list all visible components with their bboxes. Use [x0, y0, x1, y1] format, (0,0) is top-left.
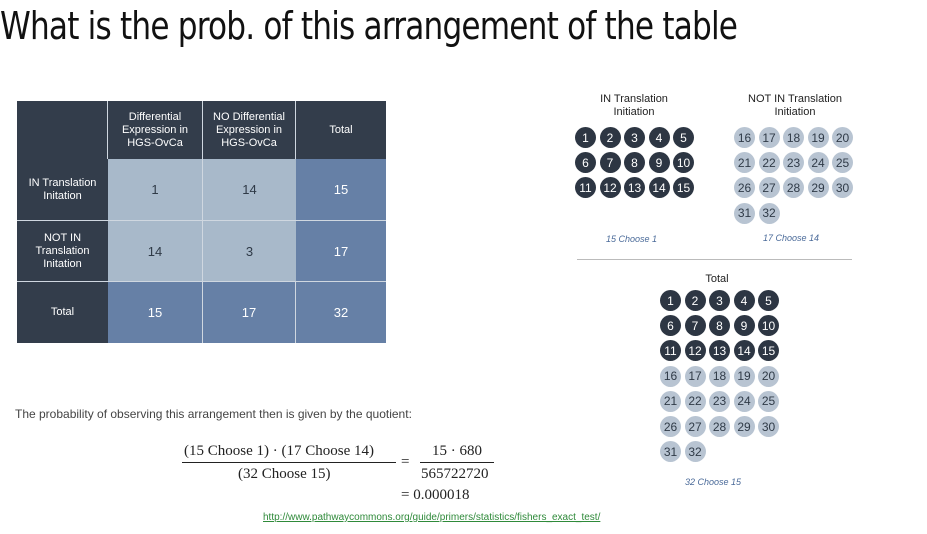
- in-group-ball-10: 10: [673, 152, 694, 174]
- total-group-ball-15: 15: [758, 340, 779, 362]
- not-in-group-ball-22: 22: [758, 152, 780, 174]
- cell-total-diff: 15: [108, 282, 203, 343]
- total-group-ball-26: 26: [660, 416, 681, 437]
- in-group-ball-5: 5: [673, 127, 694, 148]
- in-group-ball-13: 13: [624, 177, 645, 199]
- contingency-table: Differential Expression in HGS-OvCa NO D…: [17, 101, 386, 343]
- not-in-caption: 17 Choose 14: [763, 233, 820, 243]
- total-group-ball-16: 16: [660, 365, 681, 387]
- total-group-ball-30: 30: [758, 416, 779, 437]
- not-in-group-ball-28: 28: [783, 177, 804, 199]
- total-group-ball-21: 21: [660, 390, 681, 412]
- not-in-group-ball-17: 17: [758, 127, 780, 148]
- in-group-ball-4: 4: [648, 127, 670, 148]
- cell-total-nodiff: 17: [203, 282, 296, 343]
- row-label-not-in: NOT IN Translation Initation: [17, 221, 108, 282]
- not-in-group-ball-23: 23: [783, 152, 804, 174]
- in-group-ball-2: 2: [599, 127, 621, 148]
- row-label-in: IN Translation Initation: [17, 159, 108, 221]
- total-group-ball-19: 19: [733, 365, 755, 387]
- row-label-total: Total: [17, 282, 108, 343]
- not-in-group-ball-16: 16: [734, 127, 755, 148]
- in-group-ball-15: 15: [673, 177, 694, 199]
- in-group-ball-12: 12: [599, 177, 621, 199]
- probability-text: The probability of observing this arrang…: [15, 407, 412, 421]
- formula-equals: =: [401, 454, 410, 470]
- total-group-ball-23: 23: [709, 390, 730, 412]
- cell-total-total: 32: [296, 282, 386, 343]
- cell-in-diff: 1: [108, 159, 203, 221]
- total-group-ball-3: 3: [709, 290, 730, 311]
- divider: [577, 259, 852, 260]
- not-in-group-ball-20: 20: [832, 127, 853, 148]
- cell-in-nodiff: 14: [203, 159, 296, 221]
- in-group-ball-1: 1: [575, 127, 596, 148]
- total-group-ball-31: 31: [660, 441, 681, 463]
- formula-denominator-right: 565722720: [421, 466, 489, 482]
- in-group-ball-11: 11: [575, 177, 596, 199]
- in-group-ball-7: 7: [599, 152, 621, 174]
- total-group-ball-22: 22: [684, 390, 706, 412]
- formula-numerator-right: 15 · 680: [432, 443, 482, 459]
- not-in-group-ball-30: 30: [832, 177, 853, 199]
- total-group-ball-2: 2: [684, 290, 706, 311]
- cell-notin-total: 17: [296, 221, 386, 282]
- total-group-ball-5: 5: [758, 290, 779, 311]
- table-corner-cell: [17, 101, 108, 159]
- in-group-ball-6: 6: [575, 152, 596, 174]
- not-in-group-ball-27: 27: [758, 177, 780, 199]
- total-group-ball-28: 28: [709, 416, 730, 437]
- total-group-ball-27: 27: [684, 416, 706, 437]
- not-in-group-ball-26: 26: [734, 177, 755, 199]
- total-group-ball-9: 9: [733, 315, 755, 337]
- not-in-group-ball-19: 19: [807, 127, 829, 148]
- cell-in-total: 15: [296, 159, 386, 221]
- not-in-group-title: NOT IN Translation Initiation: [748, 93, 842, 118]
- in-caption: 15 Choose 1: [606, 234, 658, 244]
- in-group-ball-8: 8: [624, 152, 645, 174]
- in-group-title: IN Translation Initiation: [600, 93, 668, 118]
- total-group-ball-11: 11: [660, 340, 681, 362]
- total-group-ball-10: 10: [758, 315, 779, 337]
- formula-denominator-left: (32 Choose 15): [238, 466, 331, 482]
- total-group-ball-7: 7: [684, 315, 706, 337]
- cell-notin-nodiff: 3: [203, 221, 296, 282]
- total-group-ball-12: 12: [684, 340, 706, 362]
- header-no-differential: NO Differential Expression in HGS-OvCa: [203, 101, 296, 159]
- total-group-ball-20: 20: [758, 365, 779, 387]
- formula-numerator-left: (15 Choose 1) · (17 Choose 14): [184, 443, 374, 459]
- total-group-ball-8: 8: [709, 315, 730, 337]
- total-caption: 32 Choose 15: [685, 477, 742, 487]
- total-group-ball-18: 18: [709, 365, 730, 387]
- source-link[interactable]: http://www.pathwaycommons.org/guide/prim…: [263, 512, 601, 523]
- total-group-ball-13: 13: [709, 340, 730, 362]
- not-in-group-ball-25: 25: [832, 152, 853, 174]
- slide-title: What is the prob. of this arrangement of…: [0, 4, 738, 48]
- total-group-ball-6: 6: [660, 315, 681, 337]
- total-group-ball-25: 25: [758, 390, 779, 412]
- not-in-group-ball-32: 32: [758, 202, 780, 224]
- formula-result: = 0.000018: [401, 487, 470, 503]
- total-group-ball-1: 1: [660, 290, 681, 311]
- fraction-line-left: [182, 462, 396, 463]
- total-group-ball-17: 17: [684, 365, 706, 387]
- not-in-group-ball-21: 21: [734, 152, 755, 174]
- total-group-ball-24: 24: [733, 390, 755, 412]
- fraction-line-right: [420, 462, 494, 463]
- not-in-group-ball-18: 18: [783, 127, 804, 148]
- in-group-ball-3: 3: [624, 127, 645, 148]
- total-group-ball-32: 32: [684, 441, 706, 463]
- not-in-group-ball-24: 24: [807, 152, 829, 174]
- cell-notin-diff: 14: [108, 221, 203, 282]
- header-total: Total: [296, 101, 386, 159]
- in-group-ball-14: 14: [648, 177, 670, 199]
- header-differential: Differential Expression in HGS-OvCa: [108, 101, 203, 159]
- total-group-ball-4: 4: [733, 290, 755, 311]
- total-group-title: Total: [705, 273, 729, 285]
- not-in-group-ball-31: 31: [734, 202, 755, 224]
- total-group-ball-14: 14: [733, 340, 755, 362]
- in-group-ball-9: 9: [648, 152, 670, 174]
- total-group-ball-29: 29: [733, 416, 755, 437]
- not-in-group-ball-29: 29: [807, 177, 829, 199]
